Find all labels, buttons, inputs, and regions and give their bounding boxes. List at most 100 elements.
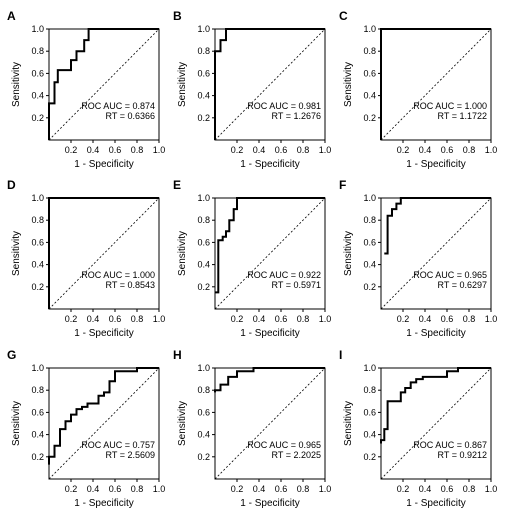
y-tick-label: 0.4 [363, 91, 376, 101]
roc-panel-g: G 0.2 0.4 0.6 0.8 1.0 0.2 0.4 0.6 0.8 1.0 1 - Speci… [7, 348, 165, 509]
x-tick-label: 0.4 [87, 484, 100, 494]
x-tick-label: 0.4 [419, 145, 432, 155]
y-tick-label: 0.6 [31, 407, 44, 417]
y-tick-label: 0.4 [31, 430, 44, 440]
panel-label: F [339, 178, 346, 192]
y-tick-label: 0.2 [31, 452, 44, 462]
x-axis-label: 1 - Specificity [74, 498, 133, 509]
x-tick-label: 1.0 [319, 484, 332, 494]
rt-annotation: RT = 1.2676 [272, 111, 321, 121]
y-tick-label: 0.4 [363, 260, 376, 270]
roc-panel-f: F 0.2 0.4 0.6 0.8 1.0 0.2 0.4 0.6 0.8 1.0 1 - Speci… [339, 178, 497, 339]
auc-annotation: ROC AUC = 0.965 [247, 440, 321, 450]
y-tick-label: 0.8 [31, 385, 44, 395]
x-tick-label: 0.4 [419, 314, 432, 324]
panel-label: D [7, 178, 16, 192]
panel-label: H [173, 348, 182, 362]
y-tick-label: 0.6 [363, 237, 376, 247]
x-tick-label: 0.8 [297, 145, 310, 155]
y-tick-label: 0.4 [363, 430, 376, 440]
y-tick-label: 0.8 [363, 385, 376, 395]
roc-curve [214, 28, 325, 140]
roc-curve [214, 367, 325, 393]
x-tick-label: 1.0 [319, 145, 332, 155]
y-tick-label: 0.6 [363, 68, 376, 78]
y-tick-label: 0.8 [363, 46, 376, 56]
y-tick-label: 0.6 [31, 68, 44, 78]
panel-label: G [7, 348, 16, 362]
reference-diagonal [214, 197, 326, 310]
roc-panel-a: A 0.2 0.4 0.6 0.8 1.0 0.2 0.4 0.6 0.8 1.0 1 - Speci… [7, 9, 165, 170]
y-tick-label: 0.2 [363, 452, 376, 462]
x-tick-label: 1.0 [153, 314, 166, 324]
x-tick-label: 0.6 [109, 314, 122, 324]
y-tick-label: 0.2 [197, 452, 210, 462]
roc-panel-d: D 0.2 0.4 0.6 0.8 1.0 0.2 0.4 0.6 0.8 1.0 1 - Speci… [7, 178, 165, 339]
roc-curve [48, 367, 159, 465]
y-tick-label: 0.2 [31, 113, 44, 123]
x-axis-label: 1 - Specificity [240, 498, 299, 509]
rt-annotation: RT = 0.9212 [438, 450, 487, 460]
y-tick-label: 0.2 [197, 113, 210, 123]
panel-label: C [339, 9, 348, 23]
y-axis-label: Sensitivity [177, 62, 188, 107]
x-tick-label: 0.4 [253, 314, 266, 324]
y-tick-label: 0.8 [31, 215, 44, 225]
plot-frame [380, 367, 492, 480]
x-tick-label: 0.6 [275, 145, 288, 155]
x-tick-label: 0.6 [275, 484, 288, 494]
x-axis-label: 1 - Specificity [406, 159, 465, 170]
x-tick-label: 0.8 [463, 145, 476, 155]
y-tick-label: 0.6 [31, 237, 44, 247]
x-tick-label: 1.0 [485, 484, 498, 494]
y-tick-label: 0.6 [197, 68, 210, 78]
y-tick-label: 0.8 [197, 385, 210, 395]
x-axis-label: 1 - Specificity [240, 159, 299, 170]
x-tick-label: 0.2 [65, 314, 78, 324]
y-axis-label: Sensitivity [177, 401, 188, 446]
x-tick-label: 0.2 [231, 314, 244, 324]
roc-panel-c: C 0.2 0.4 0.6 0.8 1.0 0.2 0.4 0.6 0.8 1.0 1 - Speci… [339, 9, 497, 170]
y-tick-label: 1.0 [363, 24, 376, 34]
x-axis-label: 1 - Specificity [74, 159, 133, 170]
y-tick-label: 0.6 [363, 407, 376, 417]
y-tick-label: 1.0 [197, 363, 210, 373]
reference-diagonal [214, 367, 326, 480]
x-tick-label: 1.0 [153, 145, 166, 155]
y-tick-label: 0.2 [363, 282, 376, 292]
rt-annotation: RT = 0.6366 [106, 111, 155, 121]
x-tick-label: 0.4 [419, 484, 432, 494]
x-tick-label: 0.4 [87, 314, 100, 324]
x-tick-label: 0.8 [297, 314, 310, 324]
x-axis-label: 1 - Specificity [406, 498, 465, 509]
auc-annotation: ROC AUC = 1.000 [413, 101, 487, 111]
x-tick-label: 1.0 [485, 145, 498, 155]
y-axis-label: Sensitivity [177, 231, 188, 276]
roc-curve [48, 28, 159, 140]
y-axis-label: Sensitivity [343, 62, 354, 107]
reference-diagonal [380, 367, 492, 480]
panel-label: I [339, 348, 342, 362]
x-tick-label: 0.8 [131, 145, 144, 155]
plot-frame [48, 367, 160, 480]
x-tick-label: 0.2 [397, 145, 410, 155]
x-tick-label: 0.2 [397, 484, 410, 494]
roc-curve [384, 197, 491, 255]
reference-diagonal [380, 28, 492, 141]
x-axis-label: 1 - Specificity [406, 328, 465, 339]
y-axis-label: Sensitivity [343, 401, 354, 446]
x-tick-label: 0.8 [297, 484, 310, 494]
x-tick-label: 0.4 [253, 484, 266, 494]
x-tick-label: 0.6 [441, 314, 454, 324]
y-tick-label: 0.2 [197, 282, 210, 292]
x-tick-label: 0.2 [65, 145, 78, 155]
panel-label: A [7, 9, 16, 23]
y-tick-label: 1.0 [197, 193, 210, 203]
reference-diagonal [48, 197, 160, 310]
panel-label: E [173, 178, 181, 192]
roc-panel-e: E 0.2 0.4 0.6 0.8 1.0 0.2 0.4 0.6 0.8 1.0 1 - Speci… [173, 178, 331, 339]
reference-diagonal [48, 28, 160, 141]
x-tick-label: 1.0 [153, 484, 166, 494]
auc-annotation: ROC AUC = 0.874 [81, 101, 155, 111]
